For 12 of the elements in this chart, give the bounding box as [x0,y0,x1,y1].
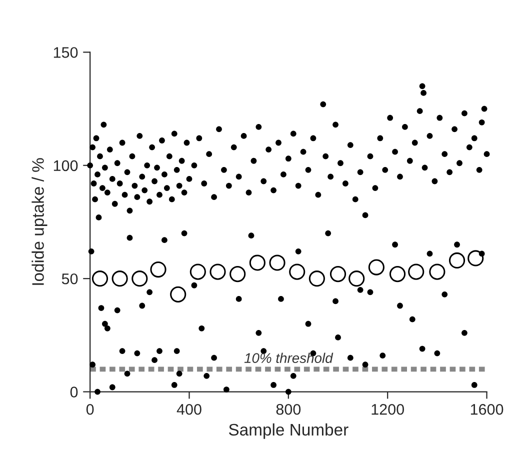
y-axis-title: Iodide uptake / % [32,158,48,285]
x-axis-title: Sample Number [228,423,348,439]
x-tick-label: 1200 [372,404,404,415]
ref-line-label: 10% threshold [244,352,334,364]
x-tick-label: 800 [276,404,301,415]
y-tick-label: 100 [54,160,78,172]
x-tick-label: 400 [176,404,202,415]
y-tick-label: 150 [54,47,78,58]
x-tick-label: 0 [86,404,94,415]
x-tick-label: 1600 [470,404,504,415]
y-tick-label: 50 [62,273,78,284]
y-tick-label: 0 [70,386,78,398]
